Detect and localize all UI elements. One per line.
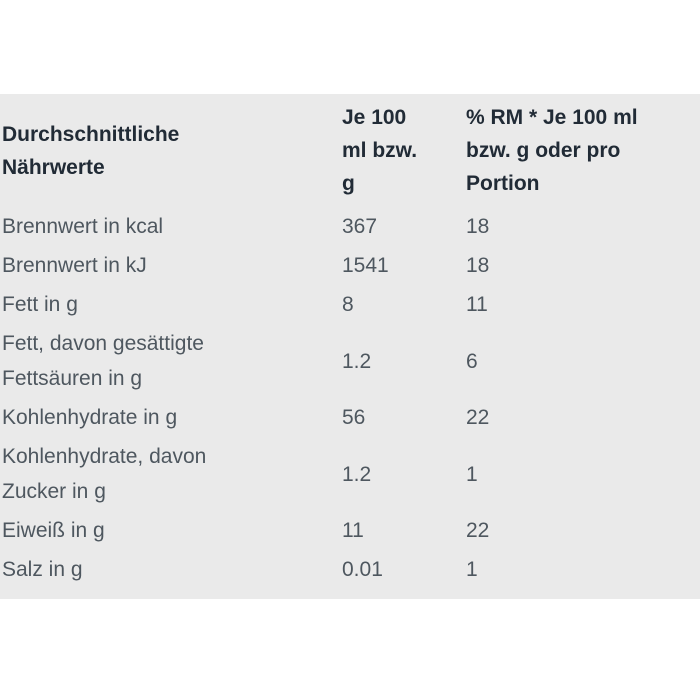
value-rm-percent: 22 xyxy=(466,519,490,542)
nutrition-table-body: Brennwert in kcal 367 18 Brennwert in kJ… xyxy=(0,207,700,589)
row-label-text: Brennwert in kJ xyxy=(2,254,147,277)
nutrition-table: Durchschnittliche Nährwerte Je 100 ml bz… xyxy=(0,99,700,589)
header-rm-percent-line: bzw. g oder pro xyxy=(466,139,621,162)
table-row-brennwert-kcal: Brennwert in kcal 367 18 xyxy=(0,207,700,246)
value-rm-percent: 1 xyxy=(466,558,478,581)
header-per-100: Je 100 ml bzw. g xyxy=(340,99,464,207)
row-label: Kohlenhydrate in g xyxy=(0,398,340,437)
header-nutrients-line: Durchschnittliche xyxy=(2,122,180,146)
header-row: Durchschnittliche Nährwerte Je 100 ml bz… xyxy=(0,99,700,207)
row-label-text: Eiweiß in g xyxy=(2,519,105,542)
value-rm-percent: 6 xyxy=(466,349,478,373)
table-row-gesaettigte-fettsaeuren: Fett, davon gesättigte Fettsäuren in g 1… xyxy=(0,324,700,398)
table-row-zucker: Kohlenhydrate, davon Zucker in g 1.2 1 xyxy=(0,437,700,511)
row-label: Salz in g xyxy=(0,550,340,589)
value-per-100: 8 xyxy=(342,293,354,316)
row-label-text: Fett, davon gesättigte xyxy=(2,332,204,355)
row-label-text: Fett in g xyxy=(2,293,78,316)
nutrition-table-section: Durchschnittliche Nährwerte Je 100 ml bz… xyxy=(0,94,700,599)
value-rm-percent: 11 xyxy=(466,293,488,316)
value-rm-percent: 18 xyxy=(466,254,490,277)
header-nutrients: Durchschnittliche Nährwerte xyxy=(0,99,340,207)
header-rm-percent: % RM * Je 100 ml bzw. g oder pro Portion xyxy=(464,99,700,207)
row-label: Brennwert in kcal xyxy=(0,207,340,246)
row-label: Fett, davon gesättigte Fettsäuren in g xyxy=(0,324,340,398)
table-row-brennwert-kj: Brennwert in kJ 1541 18 xyxy=(0,246,700,285)
value-per-100: 56 xyxy=(342,406,366,429)
table-row-salz: Salz in g 0.01 1 xyxy=(0,550,700,589)
row-label-text: Kohlenhydrate, davon xyxy=(2,445,207,468)
value-per-100: 367 xyxy=(342,215,378,238)
header-rm-percent-line: % RM * Je 100 ml xyxy=(466,106,638,129)
value-per-100: 11 xyxy=(342,519,364,542)
table-row-eiweiss: Eiweiß in g 11 22 xyxy=(0,511,700,550)
row-label-text: Fettsäuren in g xyxy=(2,367,143,390)
row-label: Fett in g xyxy=(0,285,340,324)
row-label: Brennwert in kJ xyxy=(0,246,340,285)
value-rm-percent: 18 xyxy=(466,215,490,238)
header-nutrients-line: Nährwerte xyxy=(2,155,105,179)
row-label-text: Kohlenhydrate in g xyxy=(2,406,178,429)
value-rm-percent: 1 xyxy=(466,462,478,486)
row-label-text: Brennwert in kcal xyxy=(2,215,164,238)
value-per-100: 1.2 xyxy=(342,462,372,486)
value-per-100: 1.2 xyxy=(342,349,372,373)
row-label: Kohlenhydrate, davon Zucker in g xyxy=(0,437,340,511)
header-per-100-line: g xyxy=(342,172,355,195)
nutrition-table-header: Durchschnittliche Nährwerte Je 100 ml bz… xyxy=(0,99,700,207)
value-per-100: 1541 xyxy=(342,254,389,277)
row-label: Eiweiß in g xyxy=(0,511,340,550)
row-label-text: Zucker in g xyxy=(2,480,106,503)
header-per-100-line: ml bzw. xyxy=(342,139,418,162)
table-row-fett: Fett in g 8 11 xyxy=(0,285,700,324)
value-rm-percent: 22 xyxy=(466,406,490,429)
header-rm-percent-line: Portion xyxy=(466,172,540,195)
table-row-kohlenhydrate: Kohlenhydrate in g 56 22 xyxy=(0,398,700,437)
header-per-100-line: Je 100 xyxy=(342,106,407,129)
value-per-100: 0.01 xyxy=(342,558,383,581)
row-label-text: Salz in g xyxy=(2,558,83,581)
